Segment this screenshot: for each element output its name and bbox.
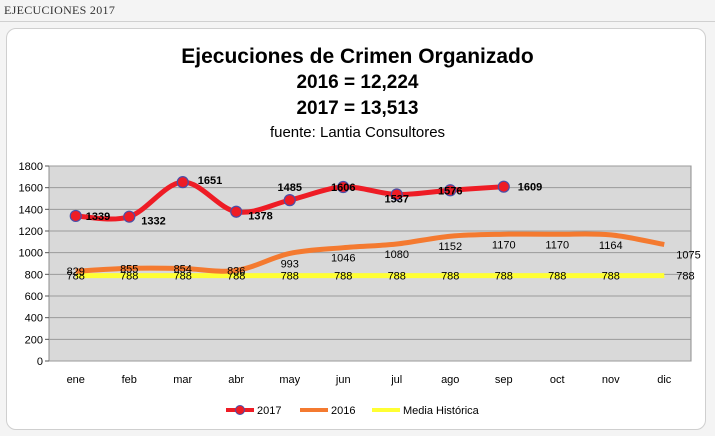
data-label-2017: 1378	[248, 211, 272, 223]
x-tick-label: jun	[335, 374, 351, 386]
chart-subtitle-2016: 2016 = 12,224	[296, 72, 419, 93]
y-tick-label: 1200	[19, 226, 43, 238]
plot-area	[48, 165, 692, 362]
data-label-media-historica: 788	[281, 271, 299, 283]
y-tick-label: 1000	[19, 248, 43, 260]
x-tick-label: sep	[495, 374, 513, 386]
legend-label: Media Histórica	[403, 405, 480, 417]
data-point-2017	[283, 194, 296, 207]
data-label-media-historica: 788	[676, 271, 694, 283]
y-tick-label: 600	[25, 291, 43, 303]
y-tick-label: 0	[37, 356, 43, 368]
data-label-2016: 854	[174, 263, 192, 275]
data-label-2016: 855	[120, 263, 138, 275]
data-point-2017	[69, 209, 82, 223]
data-label-2017: 1332	[141, 216, 165, 228]
data-label-2016: 1152	[438, 241, 462, 253]
data-label-2017: 1537	[385, 193, 409, 205]
data-point-2017	[176, 176, 189, 189]
data-label-2016: 1170	[492, 239, 516, 251]
data-label-2017: 1651	[198, 175, 222, 187]
x-tick-label: jul	[390, 374, 402, 386]
data-label-media-historica: 788	[441, 271, 459, 283]
data-point-2017	[123, 210, 136, 223]
legend-marker	[235, 405, 245, 415]
x-tick-label: oct	[550, 374, 565, 386]
legend-label: 2016	[331, 405, 355, 417]
data-point-2017	[497, 180, 510, 193]
data-label-2017: 1609	[518, 182, 542, 194]
data-point-2017	[337, 180, 350, 194]
chart-title-block: Ejecuciones de Crimen Organizado 2016 = …	[0, 44, 715, 144]
data-label-2016: 1075	[676, 250, 700, 262]
data-label-media-historica: 788	[227, 271, 245, 283]
y-tick-label: 1400	[19, 204, 43, 216]
data-label-media-historica: 788	[495, 271, 513, 283]
data-point-2017	[230, 205, 243, 218]
y-tick-label: 1600	[19, 183, 43, 195]
series-line-2016	[75, 231, 665, 274]
data-label-2016: 993	[281, 258, 299, 270]
header-divider	[0, 21, 715, 22]
x-tick-label: abr	[228, 374, 244, 386]
chart-subtitle-2017: 2017 = 13,513	[296, 98, 419, 119]
data-label-2017: 1485	[278, 182, 302, 194]
data-label-2017: 1606	[331, 182, 355, 194]
data-label-media-historica: 788	[67, 271, 85, 283]
chart-title: Ejecuciones de Crimen Organizado	[181, 45, 534, 68]
data-point-2017	[444, 184, 457, 197]
x-tick-label: nov	[602, 374, 620, 386]
data-point-2017	[390, 188, 403, 201]
x-tick-label: ene	[67, 374, 85, 386]
data-label-media-historica: 788	[120, 271, 138, 283]
data-label-2016: 1170	[545, 239, 569, 251]
data-label-media-historica: 788	[602, 271, 620, 283]
x-tick-label: dic	[657, 374, 672, 386]
data-label-media-historica: 788	[548, 271, 566, 283]
y-tick-label: 400	[25, 313, 43, 325]
y-tick-label: 200	[25, 334, 43, 346]
chart-source: fuente: Lantia Consultores	[269, 124, 446, 141]
data-label-2016: 836	[227, 265, 245, 277]
x-tick-label: may	[279, 374, 300, 386]
data-label-2016: 829	[67, 266, 85, 278]
data-label-media-historica: 788	[334, 271, 352, 283]
legend-label: 2017	[257, 405, 281, 417]
data-label-2017: 1339	[86, 211, 110, 223]
y-tick-label: 1800	[19, 161, 43, 173]
data-label-media-historica: 788	[388, 271, 406, 283]
x-tick-label: ago	[441, 374, 459, 386]
y-tick-label: 800	[25, 269, 43, 281]
data-label-2016: 1164	[599, 240, 623, 252]
page-header: EJECUCIONES 2017	[4, 3, 116, 17]
data-label-media-historica: 788	[174, 271, 192, 283]
data-label-2016: 1046	[331, 253, 355, 265]
data-label-2017: 1576	[438, 185, 462, 197]
data-label-2016: 1080	[385, 249, 409, 261]
x-tick-label: feb	[122, 374, 137, 386]
x-tick-label: mar	[173, 374, 192, 386]
